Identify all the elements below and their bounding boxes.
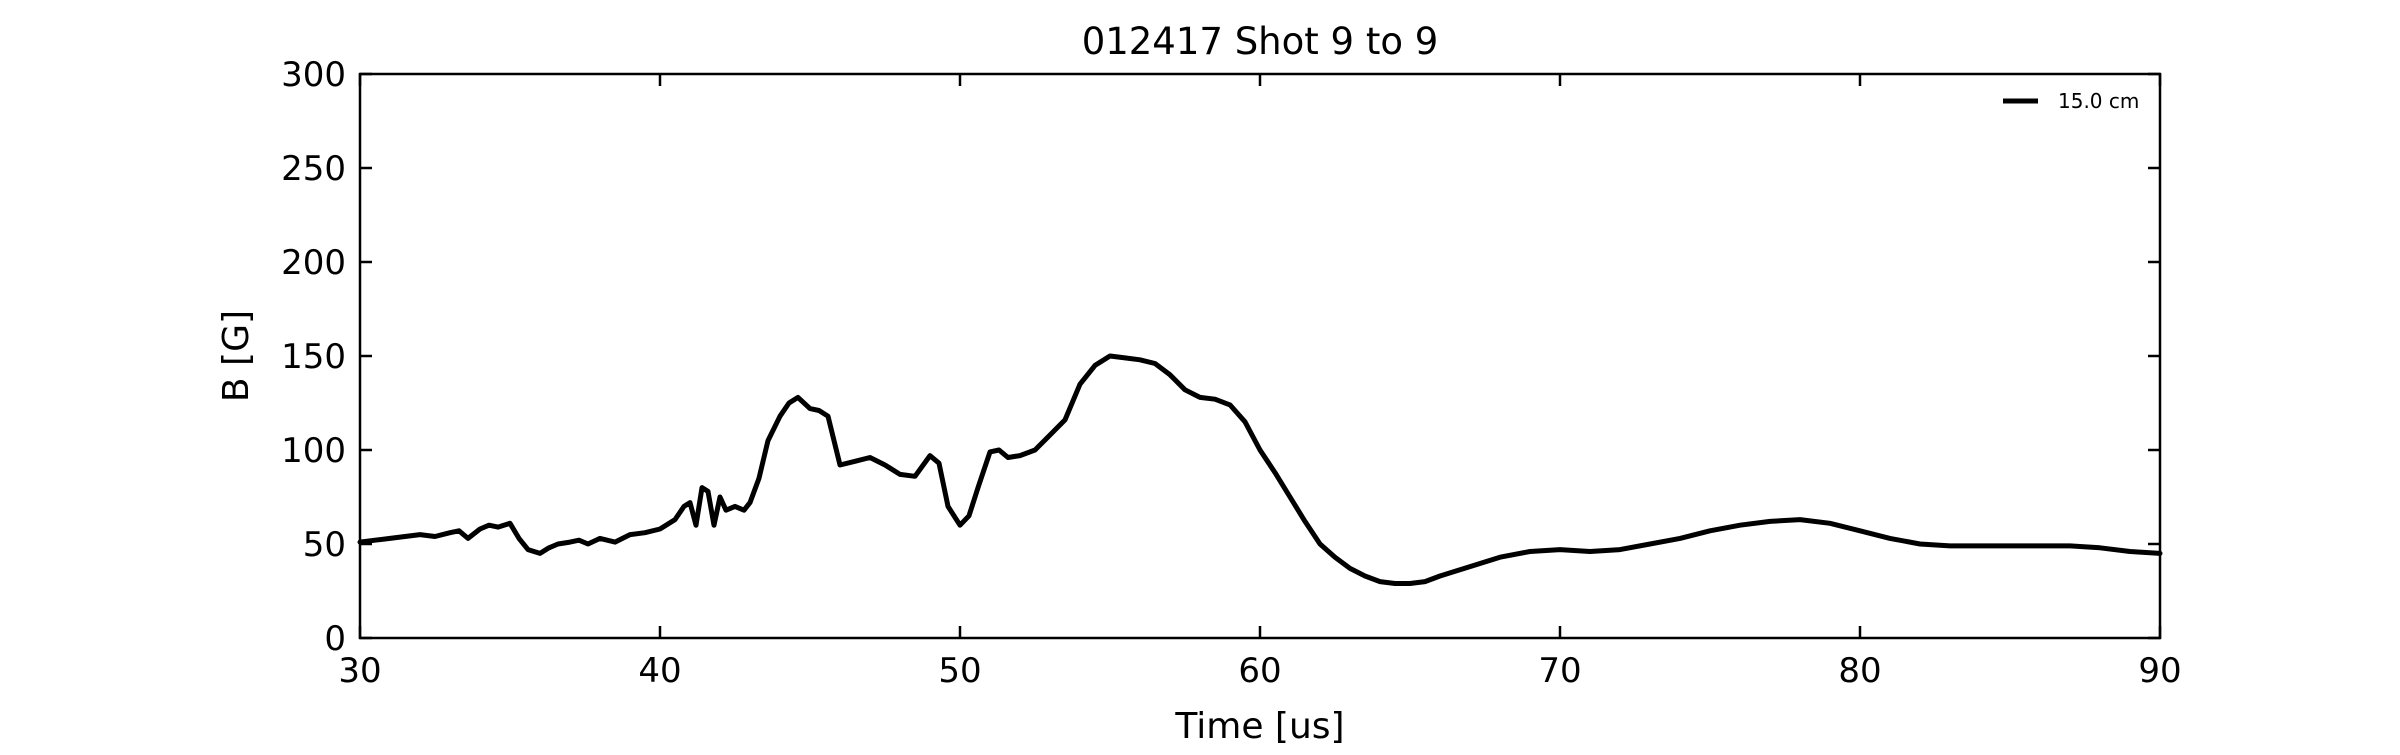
- x-axis-label: Time [us]: [1174, 706, 1344, 747]
- y-axis-ticks: 0 50 100 150 200 250 300: [281, 55, 2160, 659]
- y-tick-label-150: 150: [281, 337, 346, 377]
- y-tick-label-100: 100: [281, 431, 346, 471]
- legend-label: 15.0 cm: [2058, 89, 2139, 113]
- x-tick-label-50: 50: [938, 651, 981, 691]
- plot-frame: [358, 72, 2162, 640]
- y-tick-label-200: 200: [281, 243, 346, 283]
- x-tick-label-80: 80: [1838, 651, 1881, 691]
- series-line-15cm: [357, 353, 2163, 586]
- x-tick-label-60: 60: [1238, 651, 1281, 691]
- x-tick-label-90: 90: [2138, 651, 2181, 691]
- y-tick-label-250: 250: [281, 149, 346, 189]
- x-tick-label-40: 40: [638, 651, 681, 691]
- y-tick-label-300: 300: [281, 55, 346, 95]
- x-tick-label-70: 70: [1538, 651, 1581, 691]
- y-tick-label-50: 50: [303, 525, 346, 565]
- y-axis-label: B [G]: [216, 310, 257, 402]
- x-tick-label-30: 30: [338, 651, 381, 691]
- legend: 15.0 cm: [2003, 89, 2139, 113]
- y-tick-label-0: 0: [324, 619, 346, 659]
- chart-title: 012417 Shot 9 to 9: [1082, 20, 1439, 63]
- x-axis-ticks: 30 40 50 60 70 80 90: [338, 74, 2182, 691]
